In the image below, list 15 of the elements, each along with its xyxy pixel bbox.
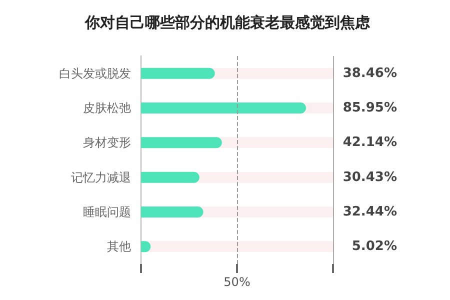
- chart-title: 你对自己哪些部分的机能衰老最感觉到焦虑: [84, 14, 371, 32]
- x-tick-label: 50%: [224, 275, 250, 289]
- y-tick-label: 记忆力减退: [71, 170, 131, 184]
- data-label: 5.02%: [352, 239, 397, 254]
- data-label: 30.43%: [342, 170, 397, 185]
- bar: [141, 172, 200, 183]
- y-tick-label: 白头发或脱发: [59, 66, 131, 80]
- data-label: 42.14%: [342, 135, 397, 150]
- y-tick-label: 皮肤松弛: [83, 101, 131, 115]
- data-label: 38.46%: [342, 66, 397, 81]
- y-tick-label: 身材变形: [83, 136, 131, 150]
- data-label: 32.44%: [342, 204, 397, 220]
- data-label: 85.95%: [342, 100, 397, 116]
- y-tick-label: 其他: [107, 240, 131, 254]
- y-tick-label: 睡眠问题: [83, 205, 131, 219]
